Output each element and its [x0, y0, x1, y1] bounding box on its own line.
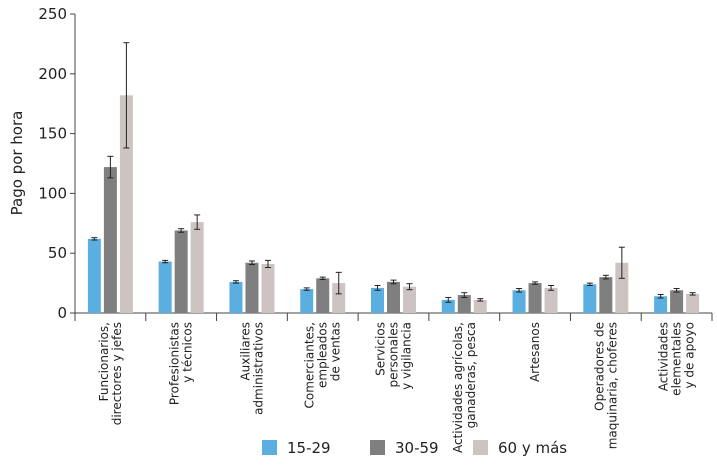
- error-bar: [673, 287, 680, 293]
- error-bar: [335, 271, 342, 295]
- x-tick-label: Funcionarios,directores y jefes: [97, 322, 124, 425]
- y-tick-label: 100: [38, 184, 67, 202]
- bar: [119, 95, 133, 313]
- error-bar: [445, 296, 452, 303]
- error-bar: [390, 279, 397, 285]
- x-tick-line: Artesanos: [528, 322, 542, 382]
- bar: [87, 238, 101, 313]
- x-tick-line: y vigilancia: [400, 322, 414, 390]
- x-tick-line: maquinaria, choferes: [605, 322, 619, 449]
- error-bar: [516, 287, 523, 293]
- legend-swatch: [262, 440, 277, 455]
- x-tick-label: Operadores demaquinaria, choferes: [592, 322, 619, 449]
- bar: [403, 286, 416, 313]
- error-bar: [319, 276, 326, 281]
- error-bar: [689, 292, 696, 296]
- x-tick-label: Serviciospersonalesy vigilancia: [374, 322, 414, 390]
- y-tick-label: 150: [38, 125, 67, 143]
- legend-label: 30-59: [395, 439, 439, 457]
- bar: [174, 230, 188, 313]
- error-bar: [123, 42, 130, 149]
- legend-label: 60 y más: [498, 439, 567, 457]
- bar: [103, 167, 117, 313]
- x-tick-label: Actividades agrícolas,ganaderas, pesca: [451, 322, 478, 453]
- x-tick-line: personales: [387, 322, 401, 387]
- bar: [261, 263, 275, 313]
- bar: [441, 299, 455, 313]
- x-tick-line: directores y jefes: [110, 322, 124, 425]
- bar: [316, 278, 330, 313]
- bar: [670, 290, 684, 313]
- error-bar: [532, 281, 539, 285]
- bar: [190, 222, 204, 313]
- x-tick-line: Profesionistas: [168, 322, 182, 405]
- error-bar: [374, 284, 381, 291]
- bar: [544, 287, 558, 313]
- x-tick-line: Funcionarios,: [97, 322, 111, 401]
- bar: [300, 289, 314, 313]
- x-tick-label: Comerciantes,empleadosde ventas: [303, 322, 343, 409]
- error-bar: [162, 259, 169, 264]
- x-tick-line: Operadores de: [592, 322, 606, 411]
- x-tick-label: Artesanos: [528, 322, 542, 382]
- bar: [473, 299, 487, 313]
- y-tick-label: 50: [48, 244, 67, 262]
- error-bar: [194, 214, 201, 230]
- error-bar: [264, 259, 271, 269]
- error-bar: [586, 282, 593, 286]
- y-tick-label: 250: [38, 5, 67, 23]
- x-tick-line: y de apoyo: [683, 322, 697, 389]
- y-tick-label: 0: [57, 304, 67, 322]
- bar: [512, 290, 526, 313]
- x-tick-line: Comerciantes,: [303, 322, 317, 409]
- y-tick-label: 200: [38, 65, 67, 83]
- x-tick-line: de ventas: [329, 322, 343, 381]
- error-bar: [232, 280, 239, 284]
- error-bar: [618, 246, 625, 279]
- error-bar: [657, 293, 664, 299]
- x-tick-label: Profesionistasy técnicos: [168, 322, 195, 405]
- bar: [158, 261, 172, 313]
- x-tick-label: Auxiliaresadministrativos: [238, 322, 265, 415]
- legend-swatch: [473, 440, 488, 455]
- y-axis-label: Pago por hora: [8, 111, 26, 216]
- bar: [229, 281, 243, 313]
- legend-swatch: [370, 440, 385, 455]
- legend-label: 15-29: [287, 439, 331, 457]
- error-bar: [477, 298, 484, 302]
- x-tick-line: Actividades: [657, 322, 671, 391]
- error-bar: [248, 260, 255, 266]
- error-bar: [461, 292, 468, 298]
- bar: [583, 284, 597, 313]
- x-tick-line: Servicios: [374, 322, 388, 376]
- error-bar: [406, 283, 413, 291]
- x-tick-line: empleados: [316, 322, 330, 388]
- bar: [332, 283, 346, 313]
- error-bar: [107, 155, 114, 179]
- bar: [387, 281, 400, 313]
- error-bar: [91, 237, 98, 241]
- x-tick-line: y técnicos: [181, 322, 195, 383]
- bar: [686, 293, 700, 313]
- x-tick-line: Auxiliares: [238, 322, 252, 381]
- bar: [245, 262, 259, 313]
- x-tick-line: Actividades agrícolas,: [451, 322, 465, 453]
- error-bar: [303, 287, 310, 291]
- bar: [528, 283, 542, 313]
- bar: [457, 295, 471, 313]
- error-bar: [548, 284, 555, 291]
- bar: [599, 277, 613, 313]
- x-tick-line: ganaderas, pesca: [464, 322, 478, 428]
- x-tick-label: Actividadeselementalesy de apoyo: [657, 322, 697, 396]
- x-tick-line: administrativos: [251, 322, 265, 415]
- x-tick-line: elementales: [670, 322, 684, 396]
- bar: [371, 287, 384, 313]
- bar: [615, 262, 629, 313]
- bar: [654, 296, 668, 313]
- error-bar: [602, 274, 609, 280]
- error-bar: [178, 228, 185, 233]
